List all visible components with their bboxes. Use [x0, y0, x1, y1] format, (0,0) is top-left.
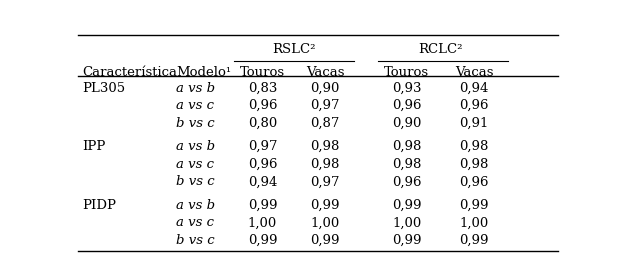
Text: 0,99: 0,99: [248, 234, 277, 247]
Text: 0,98: 0,98: [310, 158, 340, 171]
Text: 0,97: 0,97: [310, 175, 340, 188]
Text: 0,98: 0,98: [459, 158, 489, 171]
Text: 0,99: 0,99: [310, 199, 340, 212]
Text: RSLC²: RSLC²: [272, 43, 316, 56]
Text: 0,99: 0,99: [459, 199, 489, 212]
Text: 0,98: 0,98: [392, 158, 422, 171]
Text: 0,99: 0,99: [310, 234, 340, 247]
Text: Característica: Característica: [82, 66, 177, 79]
Text: 0,97: 0,97: [248, 140, 277, 153]
Text: 0,98: 0,98: [459, 140, 489, 153]
Text: a vs c: a vs c: [176, 99, 214, 112]
Text: 1,00: 1,00: [248, 216, 277, 229]
Text: a vs b: a vs b: [176, 140, 215, 153]
Text: a vs c: a vs c: [176, 216, 214, 229]
Text: 0,94: 0,94: [459, 82, 489, 95]
Text: a vs b: a vs b: [176, 199, 215, 212]
Text: 0,98: 0,98: [310, 140, 340, 153]
Text: 0,96: 0,96: [392, 175, 422, 188]
Text: 0,93: 0,93: [392, 82, 422, 95]
Text: IPP: IPP: [82, 140, 105, 153]
Text: 0,83: 0,83: [248, 82, 277, 95]
Text: 0,97: 0,97: [310, 99, 340, 112]
Text: a vs b: a vs b: [176, 82, 215, 95]
Text: 0,96: 0,96: [248, 99, 277, 112]
Text: PL305: PL305: [82, 82, 125, 95]
Text: 1,00: 1,00: [392, 216, 421, 229]
Text: 0,96: 0,96: [392, 99, 422, 112]
Text: 0,99: 0,99: [392, 234, 422, 247]
Text: Vacas: Vacas: [454, 66, 493, 79]
Text: 0,91: 0,91: [459, 117, 489, 130]
Text: 1,00: 1,00: [459, 216, 489, 229]
Text: b vs c: b vs c: [176, 117, 215, 130]
Text: b vs c: b vs c: [176, 234, 215, 247]
Text: 0,99: 0,99: [392, 199, 422, 212]
Text: 0,96: 0,96: [459, 175, 489, 188]
Text: b vs c: b vs c: [176, 175, 215, 188]
Text: Touros: Touros: [384, 66, 429, 79]
Text: 0,90: 0,90: [310, 82, 340, 95]
Text: a vs c: a vs c: [176, 158, 214, 171]
Text: 0,80: 0,80: [248, 117, 277, 130]
Text: 0,90: 0,90: [392, 117, 422, 130]
Text: 0,99: 0,99: [248, 199, 277, 212]
Text: 0,98: 0,98: [392, 140, 422, 153]
Text: RCLC²: RCLC²: [418, 43, 463, 56]
Text: Touros: Touros: [240, 66, 285, 79]
Text: 0,87: 0,87: [310, 117, 340, 130]
Text: Vacas: Vacas: [306, 66, 344, 79]
Text: 0,96: 0,96: [459, 99, 489, 112]
Text: 0,96: 0,96: [248, 158, 277, 171]
Text: PIDP: PIDP: [82, 199, 117, 212]
Text: 0,99: 0,99: [459, 234, 489, 247]
Text: 1,00: 1,00: [311, 216, 340, 229]
Text: 0,94: 0,94: [248, 175, 277, 188]
Text: Modelo¹: Modelo¹: [176, 66, 231, 79]
